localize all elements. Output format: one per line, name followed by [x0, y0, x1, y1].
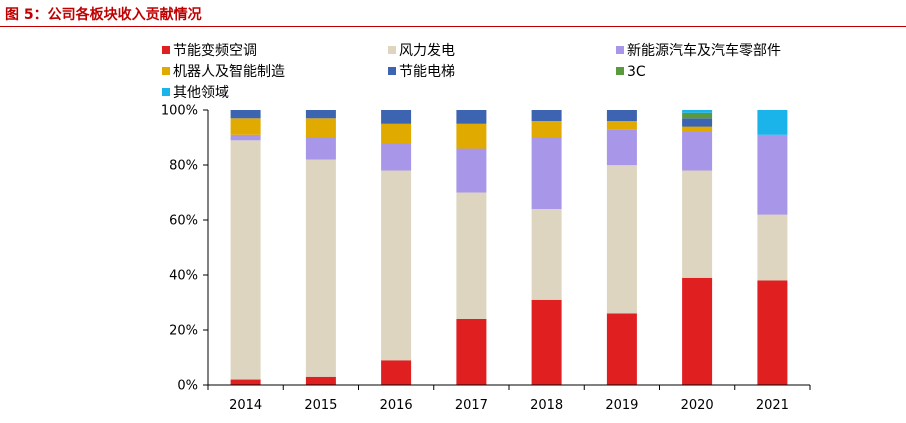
bar-segment-2019-series-1	[606, 313, 637, 385]
bar-segment-2018-series-1	[531, 299, 562, 386]
bar-segment-2020-series-4	[682, 126, 713, 132]
bar-segment-2020-series-5	[682, 118, 713, 127]
bar-segment-2018-series-4	[531, 121, 562, 138]
bar-segment-2019-series-2	[606, 165, 637, 314]
bars	[230, 110, 788, 386]
bar-segment-2014-series-3	[230, 134, 261, 141]
bar-segment-2014-series-1	[230, 379, 261, 385]
bar-segment-2021-series-1	[757, 280, 788, 385]
bar-segment-2016-series-3	[381, 143, 412, 171]
y-tick-label: 100%	[161, 104, 198, 119]
x-tick-label: 2018	[530, 398, 563, 413]
bar-segment-2021-series-2	[757, 214, 788, 281]
bar-segment-2017-series-4	[456, 123, 487, 149]
bar-segment-2014-series-4	[230, 118, 261, 135]
y-tick-label: 20%	[169, 324, 198, 339]
legend-label: 机器人及智能制造	[173, 64, 285, 80]
legend-swatch	[388, 46, 396, 54]
bar-segment-2016-series-4	[381, 123, 412, 144]
bar-segment-2014-series-2	[230, 140, 261, 380]
bar-segment-2019-series-5	[606, 110, 637, 121]
legend-label: 3C	[627, 64, 646, 80]
bar-segment-2020-series-1	[682, 277, 713, 386]
x-tick-label: 2020	[681, 398, 714, 413]
bar-segment-2021-series-7	[757, 110, 788, 135]
y-tick-label: 40%	[169, 269, 198, 284]
bar-segment-2017-series-2	[456, 192, 487, 319]
legend-label: 风力发电	[399, 43, 455, 59]
x-tick-label: 2014	[229, 398, 262, 413]
bar-segment-2016-series-1	[381, 360, 412, 386]
bar-segment-2019-series-3	[606, 129, 637, 166]
y-tick-label: 0%	[177, 379, 198, 394]
legend-swatch	[616, 67, 624, 75]
legend-swatch	[616, 46, 624, 54]
x-tick-label: 2017	[455, 398, 488, 413]
bar-segment-2017-series-3	[456, 148, 487, 193]
legend-swatch	[388, 67, 396, 75]
bar-segment-2020-series-3	[682, 132, 713, 171]
x-tick-label: 2015	[304, 398, 337, 413]
bar-segment-2015-series-5	[305, 110, 336, 119]
bar-segment-2015-series-1	[305, 376, 336, 386]
legend-label: 其他领域	[173, 85, 229, 101]
bar-segment-2018-series-5	[531, 110, 562, 121]
bar-segment-2018-series-3	[531, 137, 562, 209]
legend-swatch	[162, 46, 170, 54]
bar-segment-2021-series-3	[757, 134, 788, 215]
axes: 0% 20% 40% 60% 80% 100% 2014 2015 2016 2017 2018 20…	[161, 104, 811, 413]
x-tick-label: 2019	[605, 398, 638, 413]
bar-segment-2015-series-3	[305, 137, 336, 160]
figure-title: 图 5：公司各板块收入贡献情况	[5, 7, 202, 23]
bar-segment-2017-series-1	[456, 319, 487, 385]
y-tick-label: 60%	[169, 214, 198, 229]
bar-segment-2015-series-2	[305, 159, 336, 377]
legend-swatch	[162, 67, 170, 75]
bar-segment-2018-series-2	[531, 209, 562, 300]
bar-segment-2015-series-4	[305, 118, 336, 138]
legend-swatch	[162, 88, 170, 96]
x-tick-label: 2021	[756, 398, 789, 413]
bar-segment-2017-series-5	[456, 110, 487, 124]
bar-segment-2014-series-5	[230, 110, 261, 119]
bar-segment-2020-series-2	[682, 170, 713, 278]
y-tick-label: 80%	[169, 159, 198, 174]
bar-segment-2016-series-2	[381, 170, 412, 361]
legend-label: 节能变频空调	[173, 43, 257, 59]
legend-label: 新能源汽车及汽车零部件	[627, 42, 781, 59]
bar-segment-2016-series-5	[381, 110, 412, 124]
title-rule	[0, 26, 906, 27]
bar-segment-2020-series-7	[682, 110, 713, 113]
bar-segment-2020-series-6	[682, 112, 713, 119]
x-tick-label: 2016	[380, 398, 413, 413]
bar-segment-2019-series-4	[606, 121, 637, 130]
legend-label: 节能电梯	[399, 64, 455, 80]
